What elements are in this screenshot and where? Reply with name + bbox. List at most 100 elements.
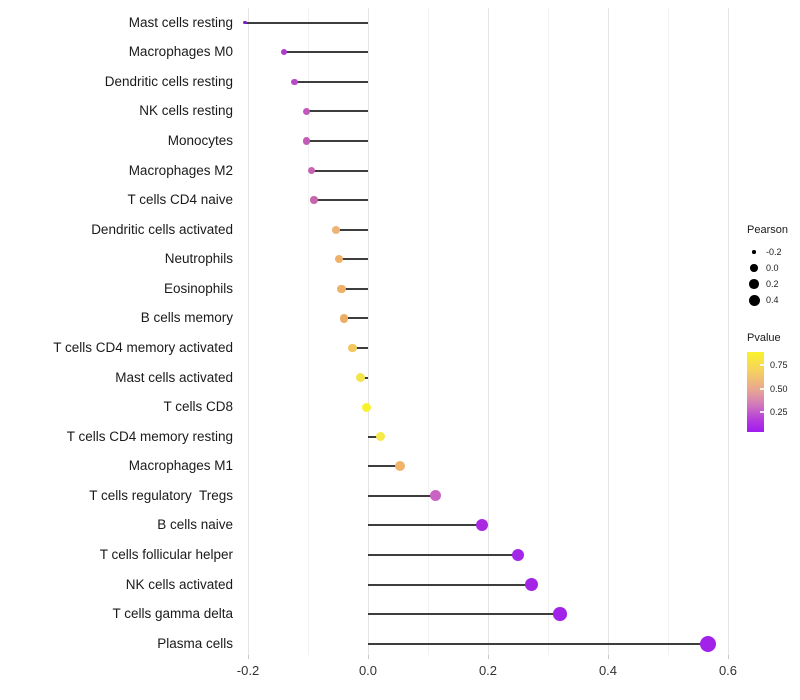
lollipop-dot xyxy=(475,519,488,532)
x-tick-mark xyxy=(367,655,369,659)
lollipop-stem xyxy=(336,228,368,231)
lollipop-dot xyxy=(700,635,717,652)
pvalue-legend-label: 0.50 xyxy=(770,383,788,394)
lollipop-stem xyxy=(245,21,368,24)
minor-gridline xyxy=(667,8,669,655)
lollipop-stem xyxy=(344,317,368,320)
minor-gridline xyxy=(427,8,429,655)
pearson-size-dot xyxy=(750,264,758,272)
lollipop-stem xyxy=(339,258,368,261)
lollipop-stem xyxy=(368,494,436,497)
lollipop-dot xyxy=(348,343,357,353)
y-axis-label: Dendritic cells activated xyxy=(91,221,233,237)
pearson-legend-entry: 0.2 xyxy=(747,276,788,292)
lollipop-stem xyxy=(311,169,368,172)
lollipop-stem xyxy=(294,80,368,83)
pvalue-legend-label: 0.75 xyxy=(770,359,788,370)
pearson-legend-entry: 0.4 xyxy=(747,292,788,308)
x-axis-tick-label: 0.6 xyxy=(718,663,738,678)
pvalue-color-legend: Pvalue 0.75 0.50 0.25 xyxy=(747,332,788,432)
y-axis-label: Plasma cells xyxy=(157,635,233,651)
y-axis-label: Macrophages M2 xyxy=(128,162,233,178)
lollipop-stem xyxy=(368,465,400,468)
pvalue-colorbar-tick xyxy=(760,364,764,366)
x-tick-mark xyxy=(607,655,609,659)
x-axis-tick-label: -0.2 xyxy=(236,663,260,678)
y-axis-label: B cells naive xyxy=(157,517,233,533)
y-axis-label: B cells memory xyxy=(140,310,233,326)
y-axis-label: NK cells activated xyxy=(125,576,233,592)
lollipop-dot xyxy=(280,49,288,56)
pvalue-colorbar-wrap: 0.75 0.50 0.25 xyxy=(747,352,788,432)
pearson-legend-dotbox xyxy=(747,250,761,254)
y-axis-label: Macrophages M0 xyxy=(128,44,233,60)
pearson-size-dot xyxy=(748,294,760,306)
pearson-legend-label: 0.4 xyxy=(766,295,779,305)
y-axis-label: T cells CD8 xyxy=(163,399,233,415)
lollipop-stem xyxy=(341,287,368,290)
lollipop-dot xyxy=(356,373,366,383)
x-axis-tick-label: 0.4 xyxy=(598,663,618,678)
lollipop-dot xyxy=(332,225,341,234)
lollipop-dot xyxy=(243,21,247,25)
y-axis-label: T cells CD4 memory activated xyxy=(53,339,233,355)
y-axis-label: Dendritic cells resting xyxy=(104,73,233,89)
lollipop-dot xyxy=(335,255,344,264)
x-axis-tick-label: 0.2 xyxy=(478,663,498,678)
pearson-size-legend: Pearson -0.2 0.0 0.2 0.4 xyxy=(747,224,788,308)
lollipop-dot xyxy=(511,548,525,562)
y-axis-label: T cells CD4 memory resting xyxy=(66,428,233,444)
lollipop-dot xyxy=(375,431,386,442)
lollipop-dot xyxy=(337,284,346,294)
lollipop-dot xyxy=(394,461,405,472)
pearson-legend-dotbox xyxy=(747,264,761,272)
minor-gridline xyxy=(547,8,549,655)
pvalue-colorbar xyxy=(747,352,764,432)
x-tick-mark xyxy=(487,655,489,659)
lollipop-stem xyxy=(352,346,368,349)
y-axis-label: Mast cells resting xyxy=(128,14,233,30)
y-axis-label: NK cells resting xyxy=(139,103,233,119)
lollipop-dot xyxy=(290,78,298,86)
pearson-legend-entry: -0.2 xyxy=(747,244,788,260)
pvalue-colorbar-tick xyxy=(760,388,764,390)
lollipop-stem xyxy=(306,110,368,113)
y-axis-label: T cells gamma delta xyxy=(112,606,233,622)
lollipop-dot xyxy=(339,314,349,323)
major-gridline xyxy=(607,8,609,655)
major-gridline xyxy=(727,8,729,655)
pearson-size-dot xyxy=(752,250,756,254)
lollipop-stem xyxy=(306,139,368,142)
lollipop-stem xyxy=(368,435,381,438)
lollipop-stem xyxy=(284,51,368,54)
lollipop-dot xyxy=(303,137,311,145)
pearson-legend-entry: 0.0 xyxy=(747,260,788,276)
pearson-size-dot xyxy=(749,279,759,289)
lollipop-stem xyxy=(368,583,532,586)
pearson-legend-label: 0.2 xyxy=(766,279,779,289)
lollipop-dot xyxy=(361,402,371,412)
lollipop-stem xyxy=(368,613,560,616)
y-axis-label: T cells CD4 naive xyxy=(127,192,233,208)
y-axis-label: Macrophages M1 xyxy=(128,458,233,474)
y-axis-label: Neutrophils xyxy=(164,251,233,267)
y-axis-label: Eosinophils xyxy=(163,280,233,296)
lollipop-dot xyxy=(430,490,442,502)
x-axis-tick-label: 0.0 xyxy=(358,663,378,678)
lollipop-dot xyxy=(307,166,316,175)
pearson-legend-label: 0.0 xyxy=(766,263,779,273)
pearson-legend-title: Pearson xyxy=(747,224,788,236)
y-axis-label: T cells follicular helper xyxy=(99,546,233,562)
lollipop-dot xyxy=(302,107,310,115)
x-tick-mark xyxy=(247,655,249,659)
pearson-legend-dotbox xyxy=(747,279,761,289)
minor-gridline xyxy=(307,8,309,655)
pvalue-legend-label: 0.25 xyxy=(770,407,788,417)
pearson-legend-label: -0.2 xyxy=(766,247,782,257)
lollipop-dot xyxy=(310,196,318,204)
lollipop-stem xyxy=(368,553,518,556)
major-gridline xyxy=(487,8,489,655)
major-gridline xyxy=(367,8,369,655)
pearson-legend-dotbox xyxy=(747,294,761,306)
